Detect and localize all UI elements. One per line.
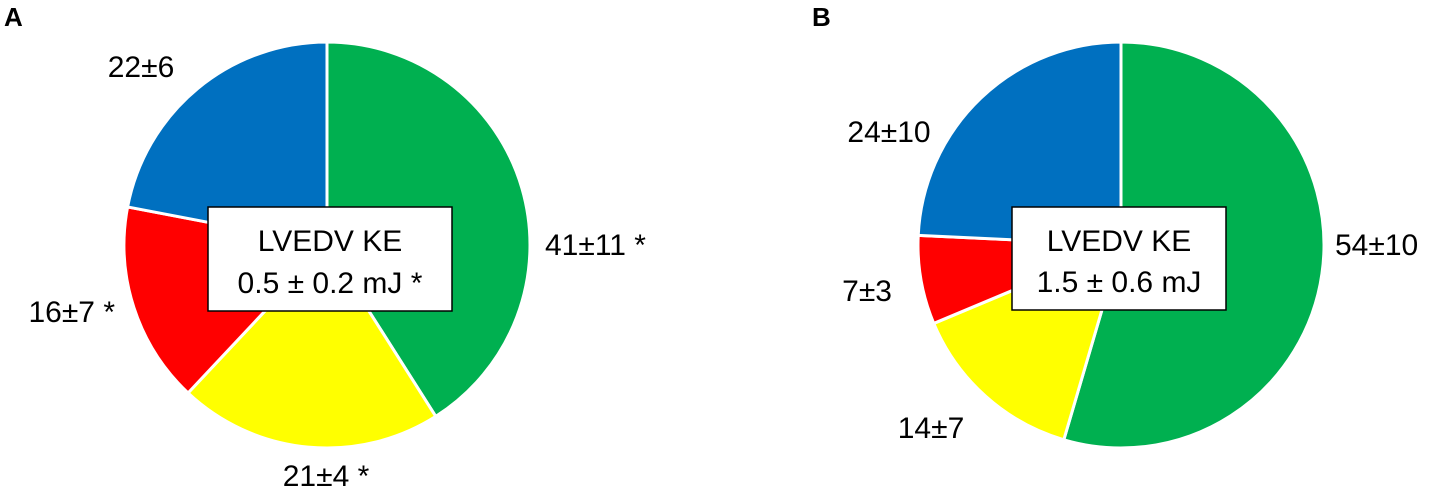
center-box-a-line2: 0.5 ± 0.2 mJ *: [238, 267, 423, 300]
pie-a-slice-label-3: 16±7 *: [28, 296, 115, 329]
pie-a-slice-4: [126, 40, 329, 247]
pie-a-slice-label-4: 22±6: [108, 51, 175, 84]
panel-letter-a: A: [4, 2, 23, 32]
pie-b-slice-label-1: 54±10: [1335, 229, 1418, 262]
pie-a-slice-2: [186, 243, 438, 450]
center-box-b-line2: 1.5 ± 0.6 mJ: [1037, 266, 1202, 299]
pie-chart-a: A 41±11 * 21±4 * 16±7 * 22±6 LVEDV KE 0.5 ±…: [4, 2, 646, 493]
pie-chart-b: B 54±10 14±7 7±3 24±10 LVEDV KE 1.5 ± 0.6 m…: [812, 2, 1418, 450]
pie-b-slice-label-3: 7±3: [842, 275, 892, 308]
center-box-a: LVEDV KE 0.5 ± 0.2 mJ *: [207, 206, 453, 312]
center-box-b-frame: [1011, 206, 1227, 311]
pie-a-slice-label-1: 41±11 *: [545, 229, 646, 262]
pie-b-slice-label-4: 24±10: [847, 116, 930, 149]
center-box-a-line1: LVEDV KE: [258, 225, 403, 258]
pie-b-slice-4: [916, 40, 1123, 247]
pie-a-slice-label-2: 21±4 *: [283, 460, 370, 493]
center-box-a-frame: [207, 206, 453, 312]
pie-b-slice-label-2: 14±7: [898, 412, 965, 445]
center-box-b-line1: LVEDV KE: [1047, 225, 1192, 258]
panel-letter-b: B: [812, 2, 831, 32]
center-box-b: LVEDV KE 1.5 ± 0.6 mJ: [1011, 206, 1227, 311]
